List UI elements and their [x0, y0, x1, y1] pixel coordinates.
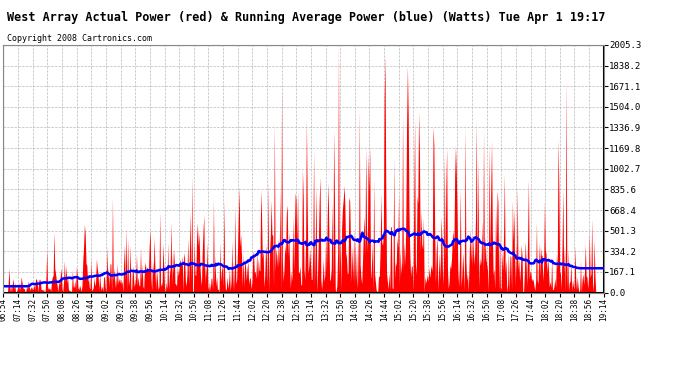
Text: Copyright 2008 Cartronics.com: Copyright 2008 Cartronics.com — [7, 34, 152, 43]
Text: West Array Actual Power (red) & Running Average Power (blue) (Watts) Tue Apr 1 1: West Array Actual Power (red) & Running … — [7, 11, 605, 24]
Bar — [3, 45, 604, 292]
